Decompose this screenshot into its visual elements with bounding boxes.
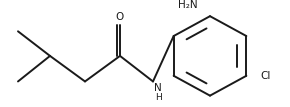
Text: O: O <box>116 12 124 22</box>
Text: H: H <box>155 93 161 102</box>
Text: H₂N: H₂N <box>178 0 198 10</box>
Text: Cl: Cl <box>260 71 271 81</box>
Text: N: N <box>154 83 162 93</box>
